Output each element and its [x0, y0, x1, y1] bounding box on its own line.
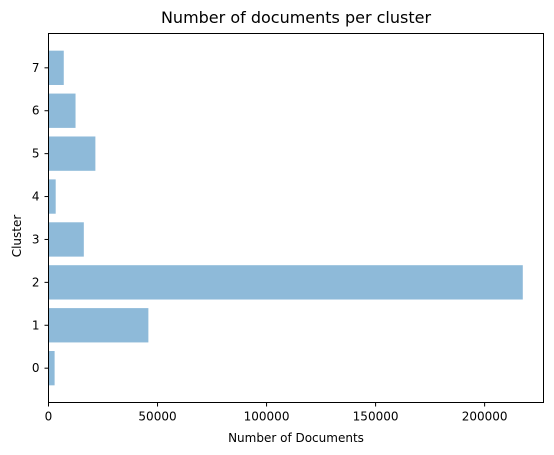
bar-cluster-5: [48, 136, 96, 171]
bar-cluster-1: [48, 308, 149, 343]
y-tick-label: 4: [32, 190, 40, 204]
y-tick-label: 6: [32, 104, 40, 118]
y-tick-label: 5: [32, 147, 40, 161]
y-tick-label: 1: [32, 318, 40, 332]
plot-area: 0 1 2 3 4 5 6 7 0 50000 100000 150000 200000: [32, 50, 523, 424]
x-axis-label: Number of Documents: [228, 431, 364, 445]
plot-frame: [48, 33, 544, 403]
bar-cluster-0: [48, 351, 55, 386]
x-tick-label: 100000: [244, 410, 290, 424]
x-tick-label: 150000: [353, 410, 399, 424]
x-tick-label: 0: [45, 410, 53, 424]
y-tick-label: 7: [32, 61, 40, 75]
y-axis-label: Cluster: [10, 215, 24, 258]
y-tick-label: 0: [32, 361, 40, 375]
y-tick-label: 2: [32, 275, 40, 289]
bar-cluster-6: [48, 93, 76, 128]
bar-cluster-4: [48, 179, 56, 214]
bar-cluster-3: [48, 222, 84, 257]
chart-title: Number of documents per cluster: [161, 8, 432, 27]
bar-cluster-2: [48, 265, 523, 300]
x-tick-label: 50000: [138, 410, 176, 424]
x-tick-label: 200000: [462, 410, 508, 424]
bar-cluster-7: [48, 50, 64, 85]
y-tick-label: 3: [32, 232, 40, 246]
